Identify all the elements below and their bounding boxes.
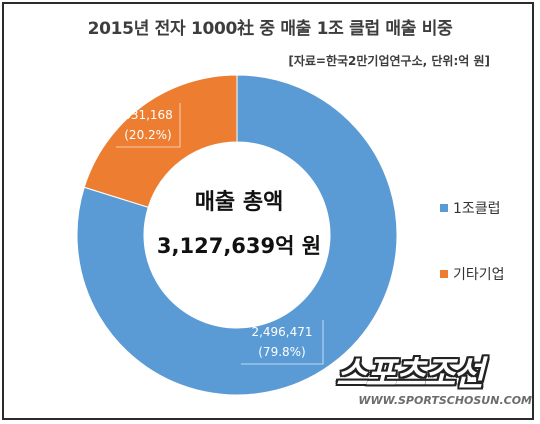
donut-slice-other-companies <box>83 74 238 208</box>
donut-slice-trillion-club <box>76 74 398 396</box>
data-label-percent-trillion-club: (79.8%) <box>258 345 305 359</box>
watermark-url: WWW.SPORTSCHOSUN.COM <box>358 394 532 407</box>
source-note: [자료=한국2만기업연구소, 단위:억 원] <box>288 54 490 68</box>
data-label-value-other-companies: 631,168 <box>123 108 173 122</box>
data-label-percent-other-companies: (20.2%) <box>124 128 171 142</box>
donut-chart: 2,496,471 (79.8%) 631,168 (20.2%) <box>76 74 398 396</box>
data-label-callout-other-companies <box>116 103 181 148</box>
chart-title: 2015년 전자 1000社 중 매출 1조 클럽 매출 비중 <box>87 19 453 39</box>
legend-item-trillion-club: 1조클럽 <box>440 198 501 218</box>
legend-label-other-companies: 기타기업 <box>453 267 505 283</box>
legend-item-other-companies: 기타기업 <box>440 264 505 284</box>
legend-swatch-trillion-club <box>440 204 448 212</box>
legend-label-trillion-club: 1조클럽 <box>453 201 501 217</box>
data-label-value-trillion-club: 2,496,471 <box>251 325 312 339</box>
data-label-callout-trillion-club <box>241 320 324 365</box>
legend: 1조클럽 기타기업 <box>436 172 532 294</box>
total-label: 매출 총액 <box>194 190 284 215</box>
chart-frame: 2015년 전자 1000社 중 매출 1조 클럽 매출 비중 [자료=한국2만… <box>2 2 534 420</box>
watermark-logo: 스포츠조선 <box>336 354 484 394</box>
legend-swatch-other-companies <box>440 270 448 278</box>
total-value: 3,127,639억 원 <box>156 234 322 258</box>
